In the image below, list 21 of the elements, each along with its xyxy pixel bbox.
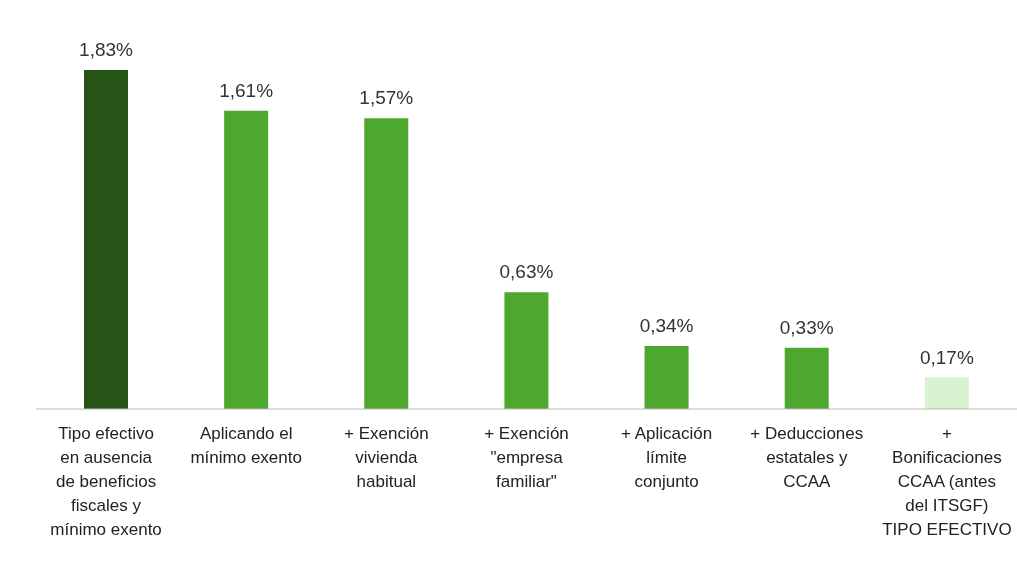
x-tick-label: + Aplicación límite conjunto bbox=[621, 424, 713, 491]
x-tick-label: + Exención vivienda habitual bbox=[344, 424, 429, 491]
x-tick-label: Aplicando el mínimo exento bbox=[190, 424, 302, 467]
bar bbox=[224, 110, 269, 409]
x-tick-label: + Bonificaciones CCAA (antes del ITSGF) TIPO EFECTIVO bbox=[882, 424, 1012, 539]
data-label: 0,63% bbox=[499, 261, 554, 283]
data-label: 0,33% bbox=[779, 316, 834, 338]
bar bbox=[504, 292, 549, 409]
x-tick-label: + Deducciones estatales y CCAA bbox=[750, 424, 864, 491]
data-label: 1,83% bbox=[79, 39, 134, 60]
x-tick-label: + Exención "empresa familiar" bbox=[484, 424, 569, 491]
bar bbox=[84, 70, 128, 409]
bar bbox=[784, 347, 829, 409]
data-label: 0,17% bbox=[919, 346, 974, 368]
bar bbox=[924, 377, 969, 409]
data-label: 1,57% bbox=[359, 87, 414, 109]
data-label: 0,34% bbox=[639, 315, 694, 337]
data-label: 1,61% bbox=[219, 79, 274, 101]
bar bbox=[364, 118, 409, 409]
bar bbox=[644, 346, 689, 409]
x-tick-label: Tipo efectivo en ausencia de beneficios fiscales y mínimo exento bbox=[50, 424, 162, 539]
